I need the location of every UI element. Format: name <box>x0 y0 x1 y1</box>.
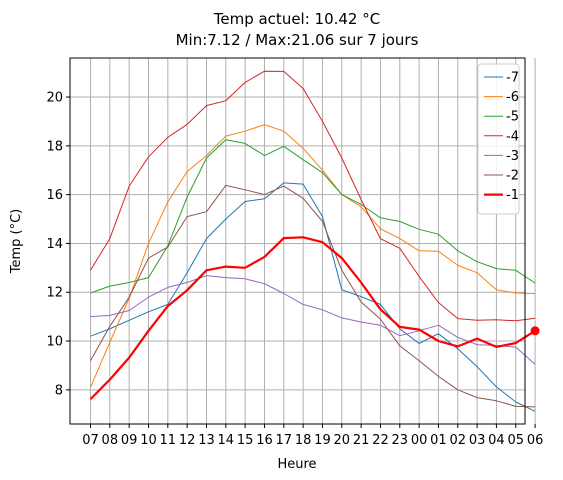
y-tick-label: 12 <box>46 286 63 301</box>
x-tick-label: 11 <box>160 433 177 448</box>
x-tick-label: 03 <box>469 433 486 448</box>
x-tick-label: 07 <box>82 433 99 448</box>
legend-label: -7 <box>506 71 519 86</box>
y-tick-label: 10 <box>46 335 63 350</box>
x-tick-label: 14 <box>218 433 235 448</box>
legend-label: -5 <box>506 110 519 125</box>
x-tick-label: 10 <box>140 433 157 448</box>
x-tick-label: 06 <box>527 433 544 448</box>
legend-label: -1 <box>506 188 519 203</box>
y-tick-label: 16 <box>46 188 63 203</box>
y-tick-label: 18 <box>46 139 63 154</box>
y-axis-label: Temp (°C) <box>9 209 24 275</box>
x-tick-label: 04 <box>488 433 505 448</box>
y-ticks: 8 10 12 14 16 18 20 <box>46 91 70 398</box>
legend-label: -3 <box>506 149 519 164</box>
series-line--3 <box>90 275 536 365</box>
legend-label: -6 <box>506 90 519 105</box>
plot-frame <box>69 57 526 425</box>
x-tick-label: 23 <box>392 433 409 448</box>
x-tick-label: 12 <box>179 433 196 448</box>
x-tick-label: 02 <box>449 433 466 448</box>
x-tick-label: 22 <box>372 433 389 448</box>
y-tick-label: 14 <box>46 237 63 252</box>
series-line--1 <box>89 236 536 400</box>
x-tick-label: 01 <box>430 433 447 448</box>
x-tick-label: 15 <box>237 433 254 448</box>
series-line--5 <box>90 139 536 294</box>
x-tick-label: 17 <box>276 433 293 448</box>
y-tick-label: 8 <box>55 383 63 398</box>
series-layer <box>89 70 540 412</box>
x-tick-label: 16 <box>256 433 273 448</box>
y-tick-label: 20 <box>46 91 63 106</box>
x-tick-label: 09 <box>121 433 138 448</box>
current-temp-marker <box>530 326 540 336</box>
x-tick-label: 21 <box>353 433 370 448</box>
legend-label: -4 <box>506 129 519 144</box>
x-axis-label: Heure <box>277 457 316 472</box>
x-tick-label: 18 <box>295 433 312 448</box>
chart-title-line1: Temp actuel: 10.42 °C <box>213 10 380 28</box>
chart-title-line2: Min:7.12 / Max:21.06 sur 7 jours <box>176 31 419 49</box>
legend-label: -2 <box>506 169 519 184</box>
x-tick-label: 20 <box>334 433 351 448</box>
legend-box <box>477 63 520 215</box>
grid-lines <box>70 58 536 424</box>
legend: -7 -6 -5 -4 -3 -2 -1 <box>477 63 520 215</box>
series-line--6 <box>90 124 536 388</box>
x-tick-label: 13 <box>198 433 215 448</box>
x-tick-label: 00 <box>411 433 428 448</box>
x-tick-label: 19 <box>314 433 331 448</box>
series-line--7 <box>90 182 536 412</box>
x-ticks: 07 08 09 10 11 12 13 14 15 16 17 18 19 20 21 22 23 00 01 02… <box>82 424 543 448</box>
series-line--2 <box>90 184 536 408</box>
x-tick-label: 08 <box>102 433 119 448</box>
x-tick-label: 05 <box>507 433 524 448</box>
series-line--4 <box>90 70 536 322</box>
